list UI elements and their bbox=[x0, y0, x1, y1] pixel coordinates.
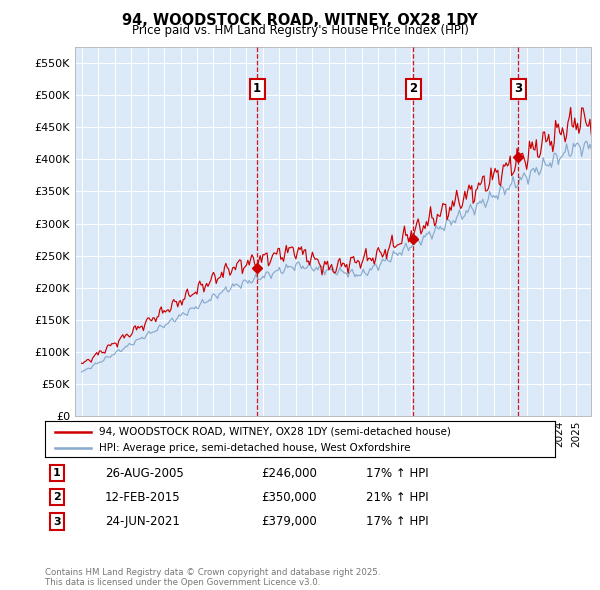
Text: 3: 3 bbox=[53, 517, 61, 526]
Text: 26-AUG-2005: 26-AUG-2005 bbox=[105, 467, 184, 480]
Text: 24-JUN-2021: 24-JUN-2021 bbox=[105, 515, 180, 528]
Text: 17% ↑ HPI: 17% ↑ HPI bbox=[366, 467, 428, 480]
Text: 94, WOODSTOCK ROAD, WITNEY, OX28 1DY (semi-detached house): 94, WOODSTOCK ROAD, WITNEY, OX28 1DY (se… bbox=[98, 427, 451, 437]
Text: 21% ↑ HPI: 21% ↑ HPI bbox=[366, 491, 428, 504]
Text: Price paid vs. HM Land Registry's House Price Index (HPI): Price paid vs. HM Land Registry's House … bbox=[131, 24, 469, 37]
Text: 94, WOODSTOCK ROAD, WITNEY, OX28 1DY: 94, WOODSTOCK ROAD, WITNEY, OX28 1DY bbox=[122, 13, 478, 28]
Text: 2: 2 bbox=[53, 493, 61, 502]
Text: Contains HM Land Registry data © Crown copyright and database right 2025.
This d: Contains HM Land Registry data © Crown c… bbox=[45, 568, 380, 587]
Text: 3: 3 bbox=[514, 83, 522, 96]
Text: 1: 1 bbox=[253, 83, 261, 96]
Text: £246,000: £246,000 bbox=[261, 467, 317, 480]
Text: £350,000: £350,000 bbox=[261, 491, 317, 504]
Text: 12-FEB-2015: 12-FEB-2015 bbox=[105, 491, 181, 504]
Text: 1: 1 bbox=[53, 468, 61, 478]
Text: £379,000: £379,000 bbox=[261, 515, 317, 528]
Text: 2: 2 bbox=[409, 83, 418, 96]
Text: 17% ↑ HPI: 17% ↑ HPI bbox=[366, 515, 428, 528]
Text: HPI: Average price, semi-detached house, West Oxfordshire: HPI: Average price, semi-detached house,… bbox=[98, 443, 410, 453]
